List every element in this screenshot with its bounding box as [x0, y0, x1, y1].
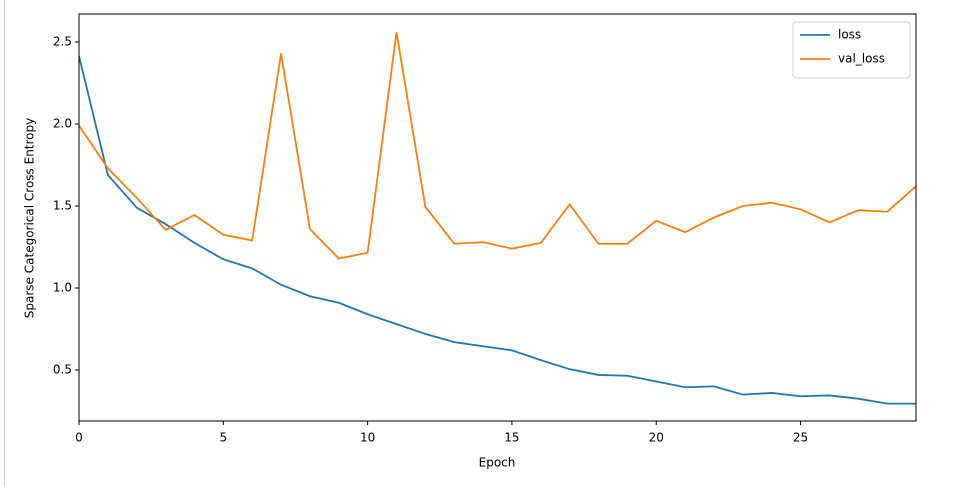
y-tick-label: 1.5 [53, 199, 72, 213]
y-tick-label: 1.0 [53, 281, 72, 295]
legend-box [792, 21, 911, 79]
x-tick-label: 15 [504, 431, 519, 445]
line-series [79, 55, 916, 405]
x-tick-label: 10 [360, 431, 375, 445]
y-tick-label: 0.5 [53, 363, 72, 377]
y-tick-label: 2.5 [53, 35, 72, 49]
x-axis-label: Epoch [479, 456, 516, 470]
plot-frame [78, 13, 917, 422]
x-tick-label: 25 [793, 431, 808, 445]
line-series [79, 32, 916, 260]
legend-label: val_loss [838, 52, 885, 66]
y-tick-label: 2.0 [53, 117, 72, 131]
legend-label: loss [838, 28, 861, 42]
x-tick-label: 0 [75, 431, 83, 445]
x-tick-label: 20 [649, 431, 664, 445]
y-axis-label: Sparse Categorical Cross Entropy [23, 118, 37, 318]
x-tick-label: 5 [219, 431, 227, 445]
